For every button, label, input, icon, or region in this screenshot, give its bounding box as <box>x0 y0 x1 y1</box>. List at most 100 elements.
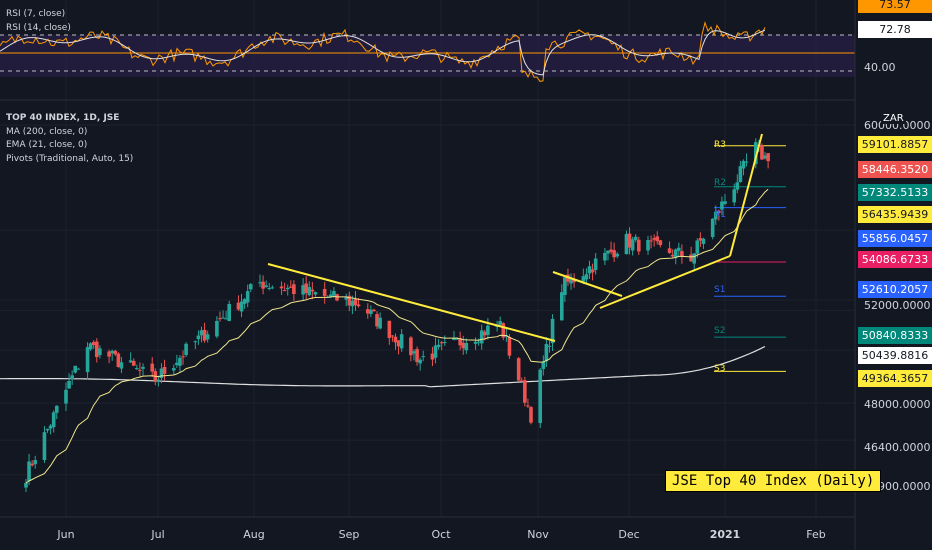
candle-body <box>248 284 253 290</box>
candle-body <box>766 153 770 161</box>
candle-body <box>732 189 737 203</box>
candle-body <box>54 405 59 413</box>
rsi7-badge: 73.57 <box>858 0 932 13</box>
ma-legend[interactable]: MA (200, close, 0) <box>6 126 88 137</box>
candle-body <box>282 290 287 292</box>
candle-body <box>70 375 74 380</box>
candle-body <box>673 249 678 259</box>
candle-body <box>45 428 50 431</box>
price-axis-48000: 48000.0000 <box>864 398 931 411</box>
grid-lines <box>0 0 855 517</box>
price-axis-60000: 60000.0000 <box>864 119 931 132</box>
candle-body <box>285 287 290 290</box>
month-aug: Aug <box>243 528 265 541</box>
candle-body <box>738 166 743 182</box>
candle-body <box>258 282 262 284</box>
ema-line <box>25 188 769 484</box>
badge-last: 58446.3520 <box>858 161 932 178</box>
candle-body <box>292 284 296 295</box>
candle-body <box>396 340 401 347</box>
candle-body <box>107 351 111 357</box>
candle-body <box>559 292 564 321</box>
candle-body <box>501 323 506 338</box>
rsi-14-label[interactable]: RSI (14, close) <box>6 22 71 33</box>
year-2021: 2021 <box>709 528 741 541</box>
candle-body <box>563 277 567 295</box>
candle-body <box>239 301 244 312</box>
ema-legend[interactable]: EMA (21, close, 0) <box>6 140 88 150</box>
candle-body <box>301 285 305 295</box>
symbol-header[interactable]: TOP 40 INDEX, 1D, JSE <box>6 113 120 123</box>
candle-body <box>581 276 586 282</box>
candle-body <box>667 248 672 253</box>
candle-body <box>344 297 349 300</box>
candle-body <box>113 350 118 355</box>
month-jul: Jul <box>151 528 165 541</box>
candle-body <box>455 338 459 340</box>
pivots-legend[interactable]: Pivots (Traditional, Auto, 15) <box>6 153 134 164</box>
candle-body <box>372 309 376 312</box>
candle-body <box>624 234 629 255</box>
candle-body <box>541 361 546 370</box>
candle-body <box>365 309 370 314</box>
candle-body <box>119 362 124 369</box>
candle-body <box>677 247 681 251</box>
rsi-axis-label: 40.00 <box>864 61 896 74</box>
candlestick-series <box>24 138 770 493</box>
candle-body <box>227 304 232 322</box>
candle-body <box>350 300 355 307</box>
candle-body <box>178 357 182 366</box>
candle-body <box>584 274 589 280</box>
badge-pivot: 54086.6733 <box>858 251 932 268</box>
candle-body <box>264 285 268 287</box>
candle-body <box>91 342 96 346</box>
candle-body <box>224 318 228 320</box>
main-legend: TOP 40 INDEX, 1D, JSE MA (200, close, 0)… <box>6 112 133 166</box>
candle-body <box>636 239 641 252</box>
candle-body <box>42 432 47 461</box>
candle-body <box>723 201 727 204</box>
candle-body <box>436 344 441 347</box>
candle-body <box>310 289 315 292</box>
pivot-label-s1: S1 <box>714 285 726 295</box>
candle-body <box>442 342 447 344</box>
candle-body <box>655 236 660 242</box>
candle-body <box>744 161 749 163</box>
candle-body <box>609 249 613 252</box>
candle-body <box>692 253 697 264</box>
candle-body <box>701 238 706 244</box>
candle-body <box>603 253 607 261</box>
candle-body <box>498 321 503 325</box>
candle-body <box>753 142 758 165</box>
month-jun: Jun <box>57 528 75 541</box>
candle-body <box>412 351 416 354</box>
candle-body <box>162 366 167 374</box>
candle-body <box>307 287 312 296</box>
candle-body <box>652 238 656 240</box>
rsi-7-label[interactable]: RSI (7, close) <box>6 9 66 19</box>
candle-body <box>138 369 142 371</box>
candle-body <box>110 350 114 354</box>
candle-body <box>713 211 718 220</box>
candle-body <box>27 461 31 482</box>
candle-body <box>646 240 650 251</box>
candle-body <box>369 309 373 314</box>
candle-body <box>627 233 632 248</box>
candle-body <box>587 266 592 274</box>
candle-body <box>322 289 327 296</box>
candle-body <box>85 347 90 373</box>
candle-body <box>184 343 188 356</box>
candle-body <box>695 240 700 254</box>
candle-body <box>479 330 484 344</box>
pivot-label-r1: R1 <box>714 210 726 220</box>
pivot-lines <box>714 145 786 372</box>
candle-body <box>236 302 241 310</box>
candle-body <box>433 345 438 358</box>
candle-body <box>88 343 93 350</box>
candle-body <box>261 281 265 289</box>
candle-body <box>175 362 179 365</box>
candle-body <box>387 320 392 339</box>
candle-body <box>313 292 318 295</box>
pivot-label-r3: R3 <box>714 140 726 150</box>
candle-body <box>375 314 379 327</box>
